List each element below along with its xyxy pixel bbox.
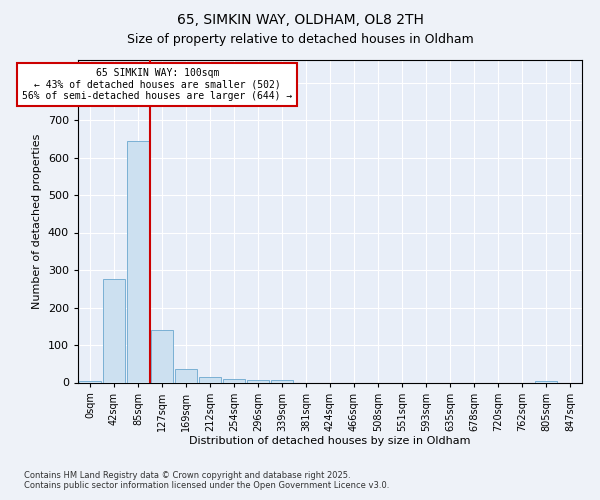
Bar [127, 140, 149, 382]
Text: Contains HM Land Registry data © Crown copyright and database right 2025.
Contai: Contains HM Land Registry data © Crown c… [24, 470, 389, 490]
Bar [247, 380, 269, 382]
Text: 65, SIMKIN WAY, OLDHAM, OL8 2TH: 65, SIMKIN WAY, OLDHAM, OL8 2TH [176, 12, 424, 26]
Text: 65 SIMKIN WAY: 100sqm
← 43% of detached houses are smaller (502)
56% of semi-det: 65 SIMKIN WAY: 100sqm ← 43% of detached … [22, 68, 292, 100]
Bar [79, 380, 101, 382]
Bar [223, 379, 245, 382]
Text: Size of property relative to detached houses in Oldham: Size of property relative to detached ho… [127, 32, 473, 46]
Bar [199, 377, 221, 382]
Bar [175, 370, 197, 382]
Bar [271, 380, 293, 382]
Y-axis label: Number of detached properties: Number of detached properties [32, 134, 42, 309]
Bar [103, 280, 125, 382]
X-axis label: Distribution of detached houses by size in Oldham: Distribution of detached houses by size … [189, 436, 471, 446]
Bar [151, 330, 173, 382]
